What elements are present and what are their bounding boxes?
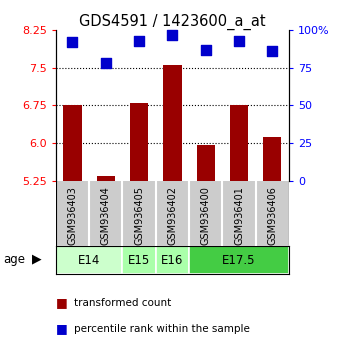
Text: GSM936403: GSM936403 — [67, 186, 77, 245]
Bar — [230, 105, 248, 181]
Text: GSM936400: GSM936400 — [201, 186, 211, 245]
Bar — [189, 246, 289, 274]
Text: ■: ■ — [56, 296, 68, 309]
Point — [70, 39, 75, 45]
Text: GSM936401: GSM936401 — [234, 186, 244, 245]
Text: E15: E15 — [128, 254, 150, 267]
Text: GSM936402: GSM936402 — [167, 186, 177, 245]
Bar — [156, 246, 189, 274]
Bar — [130, 103, 148, 181]
Point — [270, 48, 275, 54]
Point — [170, 32, 175, 38]
Bar — [122, 246, 156, 274]
Bar — [196, 144, 215, 181]
Text: E17.5: E17.5 — [222, 254, 256, 267]
Title: GDS4591 / 1423600_a_at: GDS4591 / 1423600_a_at — [79, 14, 266, 30]
Bar — [56, 246, 122, 274]
Text: E14: E14 — [78, 254, 100, 267]
Bar — [263, 137, 282, 181]
Bar — [97, 176, 115, 181]
Text: GSM936404: GSM936404 — [101, 186, 111, 245]
Point — [203, 47, 209, 52]
Bar — [63, 105, 81, 181]
Text: E16: E16 — [161, 254, 184, 267]
Text: ■: ■ — [56, 322, 68, 335]
Bar — [163, 65, 182, 181]
Point — [236, 38, 242, 44]
Text: percentile rank within the sample: percentile rank within the sample — [74, 324, 250, 333]
Text: GSM936406: GSM936406 — [267, 186, 277, 245]
Text: GSM936405: GSM936405 — [134, 186, 144, 245]
Point — [136, 38, 142, 44]
Text: ▶: ▶ — [32, 253, 42, 266]
Text: age: age — [3, 253, 25, 266]
Text: transformed count: transformed count — [74, 298, 172, 308]
Point — [103, 61, 108, 66]
